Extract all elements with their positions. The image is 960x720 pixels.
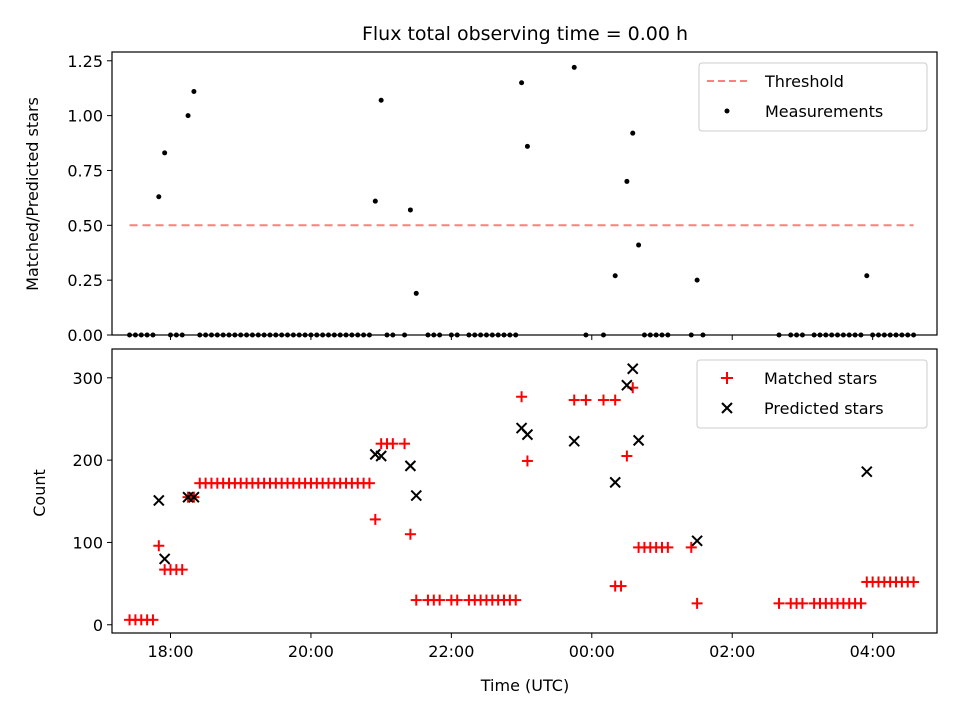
- bottom-y-tick-label: 200: [72, 451, 103, 470]
- bottom-axes-frame: [111, 348, 938, 634]
- top-y-tick-label: 0.50: [67, 216, 103, 235]
- matched-stars-point: [521, 455, 533, 467]
- measurement-point: [694, 277, 700, 283]
- top-chart-title: Flux total observing time = 0.00 h: [362, 23, 688, 45]
- predicted-stars-point: [691, 535, 703, 547]
- measurement-point: [636, 242, 642, 248]
- measurement-point: [630, 130, 636, 136]
- top-y-tick-label: 0.00: [67, 326, 103, 345]
- matched-stars-point: [516, 391, 528, 403]
- predicted-stars-legend-label: Predicted stars: [764, 399, 884, 418]
- x-tick-label: 00:00: [569, 642, 615, 661]
- matched-stars-point: [451, 594, 463, 606]
- top-y-tick-label: 0.75: [67, 161, 103, 180]
- matched-stars-point: [410, 594, 422, 606]
- x-tick-label: 20:00: [288, 642, 334, 661]
- predicted-stars-point: [404, 460, 417, 472]
- measurement-point: [156, 194, 162, 200]
- x-tick-label: 22:00: [428, 642, 474, 661]
- matched-stars-legend-swatch: [721, 372, 733, 384]
- matched-stars-point: [434, 594, 446, 606]
- matched-stars-point: [363, 477, 375, 489]
- matched-stars-point: [176, 564, 188, 576]
- measurement-point: [612, 273, 618, 279]
- threshold-legend-label: Threshold: [764, 72, 844, 91]
- matched-stars-point: [615, 580, 627, 592]
- measurement-point: [524, 143, 530, 149]
- measurement-point: [864, 273, 870, 279]
- predicted-stars-point: [568, 435, 580, 447]
- predicted-stars-point: [861, 465, 873, 478]
- bottom-x-axis-label: Time (UTC): [480, 676, 569, 695]
- matched-stars-point: [510, 594, 522, 606]
- matched-stars-point: [597, 394, 609, 406]
- bottom-y-tick-label: 100: [72, 533, 103, 552]
- top-y-tick-label: 1.25: [67, 52, 103, 71]
- matched-stars-point: [855, 597, 867, 609]
- matched-stars-point: [691, 597, 703, 609]
- measurement-point: [624, 178, 630, 184]
- x-tick-label: 18:00: [147, 642, 193, 661]
- bottom-legend: Matched stars Predicted stars: [696, 359, 928, 429]
- measurement-point: [407, 207, 413, 213]
- measurement-point: [378, 97, 384, 103]
- predicted-stars-point: [632, 434, 645, 447]
- predicted-stars-point: [158, 553, 171, 565]
- x-tick-label: 04:00: [850, 642, 896, 661]
- matched-stars-point: [404, 528, 416, 540]
- matched-stars-point: [662, 541, 674, 553]
- measurement-point: [519, 80, 525, 86]
- bottom-y-tick-label: 0: [93, 616, 103, 635]
- measurement-point: [185, 113, 191, 119]
- matched-stars-point: [609, 394, 621, 406]
- matched-stars-point: [399, 438, 411, 450]
- bottom-series-predicted-stars: [153, 363, 873, 565]
- top-axes-frame: [111, 51, 938, 336]
- top-plot-area: 0.00 0.25 0.50 0.75 1.00 1.25: [67, 51, 938, 345]
- measurement-point: [162, 150, 168, 156]
- matched-stars-point: [685, 541, 697, 553]
- predicted-stars-point: [609, 476, 621, 489]
- predicted-stars-point: [627, 363, 639, 375]
- matched-stars-point: [621, 450, 633, 462]
- predicted-stars-legend-swatch: [721, 402, 733, 414]
- matched-stars-legend-label: Matched stars: [764, 369, 877, 388]
- bottom-legend-box: [696, 359, 928, 429]
- matched-stars-point: [369, 513, 381, 525]
- measurement-point: [413, 290, 419, 296]
- measurements-legend-label: Measurements: [765, 102, 883, 121]
- predicted-stars-point: [410, 489, 422, 502]
- bottom-y-tick-label: 300: [72, 369, 103, 388]
- matched-stars-point: [580, 394, 592, 406]
- top-legend: Threshold Measurements: [698, 62, 928, 132]
- measurement-point: [571, 64, 577, 70]
- matched-stars-point: [568, 394, 580, 406]
- matched-stars-point: [773, 597, 785, 609]
- matched-stars-point: [796, 597, 808, 609]
- bottom-plot-area: 0 100 200 300 18:00 20:00 22:00 00:00 02:00 04:00: [72, 348, 938, 661]
- matched-stars-point: [147, 614, 159, 626]
- bottom-y-axis-label: Count: [30, 469, 49, 517]
- predicted-stars-point: [521, 428, 534, 441]
- x-tick-label: 02:00: [709, 642, 755, 661]
- predicted-stars-point: [621, 379, 633, 391]
- matched-stars-point: [153, 540, 165, 552]
- predicted-stars-point: [188, 491, 200, 503]
- bottom-series-matched-stars: [124, 382, 920, 626]
- top-y-axis-label: Matched/Predicted stars: [23, 97, 42, 291]
- top-legend-box: [698, 62, 928, 132]
- measurement-point: [372, 198, 378, 204]
- matched-stars-point: [387, 438, 399, 450]
- top-y-tick-label: 1.00: [67, 107, 103, 126]
- predicted-stars-point: [375, 450, 387, 462]
- measurements-legend-swatch: [724, 108, 730, 114]
- top-y-tick-label: 0.25: [67, 271, 103, 290]
- matched-stars-point: [908, 576, 920, 588]
- predicted-stars-point: [153, 494, 165, 507]
- measurement-point: [191, 88, 197, 94]
